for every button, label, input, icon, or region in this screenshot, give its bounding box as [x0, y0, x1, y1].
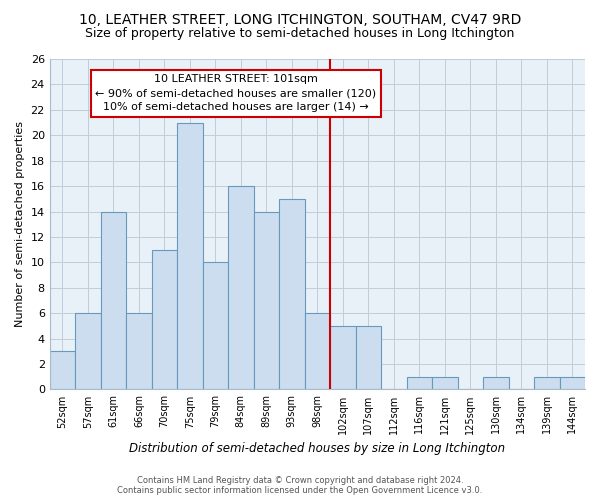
Bar — [483, 376, 509, 390]
Bar — [305, 313, 330, 390]
Bar — [50, 352, 75, 390]
Bar — [152, 250, 177, 390]
Bar — [279, 199, 305, 390]
Bar — [228, 186, 254, 390]
Bar — [203, 262, 228, 390]
Bar — [330, 326, 356, 390]
Bar — [126, 313, 152, 390]
Bar — [356, 326, 381, 390]
Bar — [432, 376, 458, 390]
Y-axis label: Number of semi-detached properties: Number of semi-detached properties — [15, 121, 25, 327]
Bar — [560, 376, 585, 390]
Bar — [177, 122, 203, 390]
Bar — [101, 212, 126, 390]
Bar — [407, 376, 432, 390]
Text: 10 LEATHER STREET: 101sqm
← 90% of semi-detached houses are smaller (120)
10% of: 10 LEATHER STREET: 101sqm ← 90% of semi-… — [95, 74, 376, 112]
Bar — [254, 212, 279, 390]
Text: Contains HM Land Registry data © Crown copyright and database right 2024.
Contai: Contains HM Land Registry data © Crown c… — [118, 476, 482, 495]
Bar — [534, 376, 560, 390]
X-axis label: Distribution of semi-detached houses by size in Long Itchington: Distribution of semi-detached houses by … — [129, 442, 505, 455]
Text: Size of property relative to semi-detached houses in Long Itchington: Size of property relative to semi-detach… — [85, 28, 515, 40]
Text: 10, LEATHER STREET, LONG ITCHINGTON, SOUTHAM, CV47 9RD: 10, LEATHER STREET, LONG ITCHINGTON, SOU… — [79, 12, 521, 26]
Bar — [75, 313, 101, 390]
